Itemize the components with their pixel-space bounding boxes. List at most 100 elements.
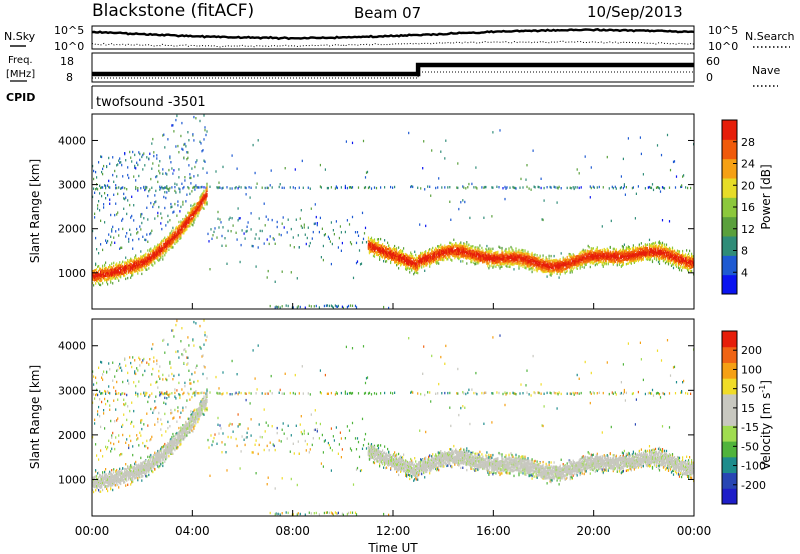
power-point (380, 250, 382, 254)
power-point (200, 196, 202, 199)
power-point (264, 186, 266, 190)
power-point (334, 304, 336, 307)
power-point (160, 247, 162, 250)
power-point (444, 186, 446, 189)
power-point (132, 273, 134, 277)
power-point (193, 211, 195, 214)
power-point (136, 232, 138, 235)
power-point (105, 239, 107, 242)
power-point (469, 216, 471, 220)
power-point (400, 261, 402, 264)
power-point (178, 151, 180, 154)
power-point (235, 186, 237, 189)
power-point (124, 271, 126, 274)
power-point (395, 248, 397, 251)
power-point (165, 186, 167, 189)
power-point (141, 260, 143, 263)
power-point (397, 252, 399, 255)
power-point (222, 186, 224, 189)
power-point (93, 275, 95, 278)
power-point (153, 151, 155, 154)
power-point (112, 173, 114, 177)
power-point (388, 255, 390, 258)
power-point (180, 228, 182, 232)
power-point (104, 271, 106, 274)
power-point (203, 138, 205, 141)
power-point (155, 253, 157, 256)
power-point (383, 254, 385, 257)
power-point (141, 272, 143, 276)
power-point (175, 235, 177, 238)
power-point (183, 231, 185, 235)
power-point (196, 159, 198, 162)
power-point (158, 246, 160, 250)
power-point (310, 207, 312, 210)
power-point (158, 248, 160, 251)
power-point (152, 205, 154, 209)
power-point (179, 190, 181, 194)
power-point (189, 216, 191, 219)
power-point (188, 214, 190, 217)
power-point (152, 137, 154, 141)
power-point (134, 260, 136, 263)
power-point (527, 253, 529, 256)
power-point (128, 261, 130, 264)
power-point (114, 274, 116, 277)
power-point (369, 250, 372, 253)
power-point (400, 251, 402, 254)
power-point (189, 192, 191, 196)
power-point (111, 274, 113, 277)
power-point (522, 186, 524, 189)
power-point (497, 250, 499, 254)
power-point (96, 273, 98, 277)
power-point (146, 233, 148, 236)
power-point (389, 255, 391, 258)
power-point (347, 304, 350, 308)
power-point (188, 224, 190, 227)
power-point (151, 142, 153, 145)
power-point (367, 243, 370, 246)
power-point (195, 184, 197, 187)
power-point (202, 206, 204, 210)
power-point (136, 263, 138, 266)
power-point (118, 273, 120, 276)
power-point (178, 235, 180, 238)
power-point (107, 194, 109, 197)
power-point (107, 283, 109, 286)
power-point (114, 270, 116, 273)
power-point (190, 204, 192, 207)
power-point (409, 271, 411, 274)
power-point (193, 207, 195, 210)
power-point (238, 217, 240, 220)
power-point (389, 256, 391, 259)
power-point (382, 250, 384, 253)
power-point (122, 269, 124, 272)
power-point (387, 248, 389, 251)
power-point (379, 244, 381, 247)
power-point (380, 186, 382, 189)
power-point (179, 210, 181, 213)
power-point (401, 253, 403, 256)
power-point (377, 246, 380, 250)
power-point (278, 185, 280, 189)
power-point (314, 203, 316, 206)
power-point (98, 277, 100, 281)
power-point (170, 235, 172, 239)
power-point (99, 283, 101, 286)
power-point (177, 204, 179, 207)
power-point (115, 230, 117, 233)
power-point (133, 175, 135, 178)
power-point (100, 155, 102, 158)
power-point (195, 161, 197, 164)
power-point (367, 186, 370, 190)
power-point (377, 249, 380, 252)
power-point (175, 238, 177, 242)
power-point (181, 228, 183, 231)
power-point (185, 225, 187, 228)
power-point (467, 251, 469, 255)
power-point (464, 200, 466, 204)
power-point (361, 241, 364, 244)
power-point (350, 186, 353, 189)
power-point (206, 186, 208, 189)
power-point (103, 269, 105, 273)
